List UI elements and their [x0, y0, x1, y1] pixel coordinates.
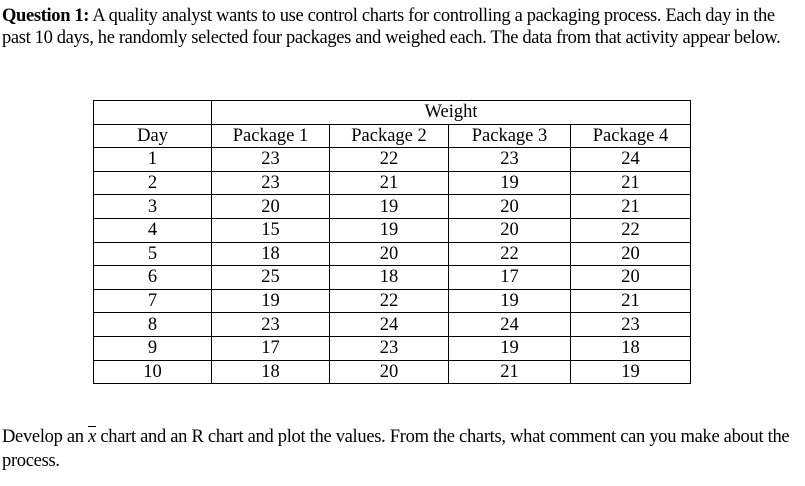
table-row: 3 20 19 20 21 — [93, 194, 691, 219]
cell-package-2: 19 — [329, 217, 449, 243]
cell-package-2: 22 — [329, 147, 449, 172]
cell-day: 7 — [93, 288, 212, 314]
instruction-part-2: chart and an R chart and plot the values… — [2, 427, 790, 471]
cell-day: 9 — [93, 335, 212, 361]
table-row: 8 23 24 24 23 — [93, 312, 691, 337]
table-header-package-3: Package 3 — [448, 123, 571, 149]
cell-package-1: 17 — [211, 335, 330, 361]
cell-package-3: 17 — [448, 265, 571, 290]
cell-package-1: 23 — [211, 170, 330, 196]
cell-package-2: 24 — [329, 312, 449, 337]
cell-package-3: 19 — [448, 335, 571, 361]
cell-package-2: 23 — [329, 335, 449, 361]
cell-package-4: 18 — [570, 335, 691, 361]
table-row: 2 23 21 19 21 — [93, 170, 691, 196]
cell-package-4: 21 — [570, 170, 691, 196]
cell-package-1: 19 — [211, 288, 330, 314]
table-row: 9 17 23 19 18 — [93, 335, 691, 361]
question-paragraph: Question 1: A quality analyst wants to u… — [2, 5, 802, 49]
cell-package-1: 23 — [211, 147, 330, 172]
cell-package-2: 20 — [329, 359, 449, 385]
cell-day: 1 — [93, 147, 212, 172]
cell-package-2: 22 — [329, 288, 449, 314]
xbar-symbol: x — [88, 427, 97, 447]
weight-data-table: Weight Day Package 1 Package 2 Package 3… — [93, 100, 691, 385]
cell-day: 5 — [93, 241, 212, 267]
cell-package-1: 15 — [211, 217, 330, 243]
table-row: 4 15 19 20 22 — [93, 217, 691, 243]
cell-package-4: 21 — [570, 288, 691, 314]
cell-package-1: 20 — [211, 194, 330, 219]
table-header-blank — [93, 100, 212, 125]
cell-day: 6 — [93, 265, 212, 290]
cell-day: 4 — [93, 217, 212, 243]
cell-package-3: 23 — [448, 147, 571, 172]
cell-package-4: 23 — [570, 312, 691, 337]
cell-package-4: 19 — [570, 359, 691, 385]
table-row: 7 19 22 19 21 — [93, 288, 691, 314]
table-header-package-2: Package 2 — [329, 123, 449, 149]
cell-package-4: 21 — [570, 194, 691, 219]
table-header-package-1: Package 1 — [211, 123, 330, 149]
cell-package-2: 20 — [329, 241, 449, 267]
table-header-weight: Weight — [211, 100, 691, 125]
cell-package-3: 20 — [448, 194, 571, 219]
cell-day: 3 — [93, 194, 212, 219]
cell-package-3: 24 — [448, 312, 571, 337]
cell-package-3: 22 — [448, 241, 571, 267]
question-text: A quality analyst wants to use control c… — [2, 6, 781, 48]
table-row: 5 18 20 22 20 — [93, 241, 691, 267]
cell-package-4: 24 — [570, 147, 691, 172]
cell-package-3: 21 — [448, 359, 571, 385]
table-group-header-row: Weight — [93, 100, 691, 125]
cell-day: 8 — [93, 312, 212, 337]
instruction-part-1: Develop an — [2, 427, 89, 447]
table-row: 1 23 22 23 24 — [93, 147, 691, 172]
cell-package-4: 20 — [570, 265, 691, 290]
cell-day: 2 — [93, 170, 212, 196]
table-header-row: Day Package 1 Package 2 Package 3 Packag… — [93, 123, 691, 149]
cell-package-2: 19 — [329, 194, 449, 219]
instruction-paragraph: Develop an x chart and an R chart and pl… — [2, 425, 802, 473]
cell-package-2: 18 — [329, 265, 449, 290]
cell-day: 10 — [93, 359, 212, 385]
cell-package-1: 23 — [211, 312, 330, 337]
table-header-package-4: Package 4 — [570, 123, 691, 149]
cell-package-1: 25 — [211, 265, 330, 290]
cell-package-3: 19 — [448, 170, 571, 196]
table-row: 10 18 20 21 19 — [93, 359, 691, 385]
table-header-day: Day — [93, 123, 212, 149]
cell-package-4: 20 — [570, 241, 691, 267]
cell-package-1: 18 — [211, 241, 330, 267]
cell-package-2: 21 — [329, 170, 449, 196]
cell-package-1: 18 — [211, 359, 330, 385]
cell-package-3: 20 — [448, 217, 571, 243]
cell-package-3: 19 — [448, 288, 571, 314]
table-row: 6 25 18 17 20 — [93, 265, 691, 290]
cell-package-4: 22 — [570, 217, 691, 243]
question-label: Question 1: — [2, 6, 90, 26]
